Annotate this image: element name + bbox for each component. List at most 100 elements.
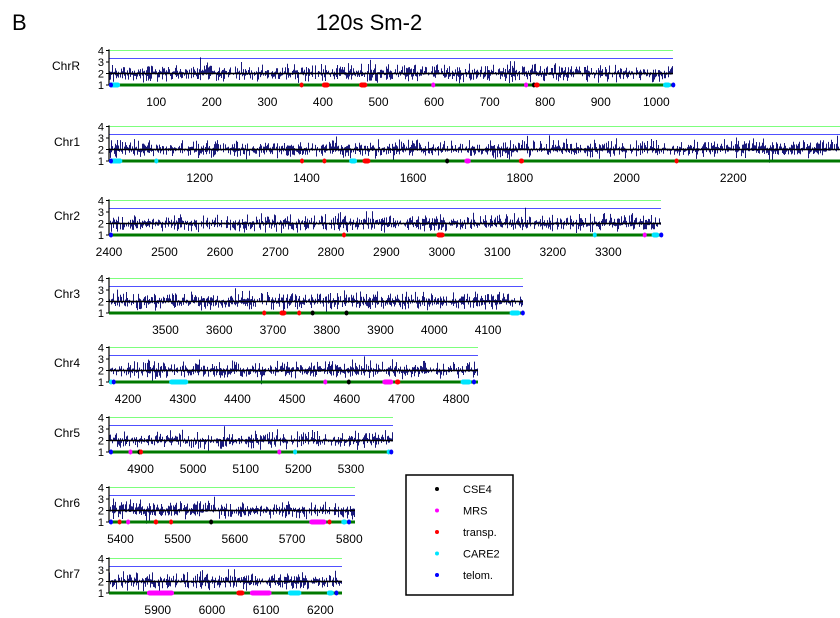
feature-CARE2 <box>293 449 298 455</box>
chromosome-label: Chr5 <box>54 426 80 440</box>
feature-telom <box>471 379 476 385</box>
feature-MRS <box>126 519 131 525</box>
x-tick-label: 4000 <box>421 323 448 337</box>
x-tick-label: 1600 <box>400 171 427 185</box>
feature-CARE2 <box>287 590 302 596</box>
y-tick-label: 4 <box>98 483 104 495</box>
x-tick-label: 5300 <box>338 462 365 476</box>
panel-letter: B <box>12 10 27 35</box>
feature-CARE2 <box>460 379 472 385</box>
feature-transp <box>362 158 371 164</box>
feature-transp <box>153 519 159 525</box>
x-tick-label: 100 <box>146 95 166 109</box>
feature-MRS <box>382 379 394 385</box>
x-tick-label: 2500 <box>151 245 178 259</box>
x-tick-label: 4400 <box>224 392 251 406</box>
feature-MRS <box>431 82 436 88</box>
legend-label: CARE2 <box>463 549 500 561</box>
x-tick-label: 300 <box>257 95 277 109</box>
y-tick-label: 3 <box>98 424 104 436</box>
x-tick-label: 200 <box>202 95 222 109</box>
feature-CARE2 <box>509 310 521 316</box>
feature-CARE2 <box>592 232 597 238</box>
y-tick-label: 1 <box>98 230 104 242</box>
legend-label: CSE4 <box>463 484 492 496</box>
feature-CARE2 <box>326 590 334 596</box>
feature-telom <box>334 590 339 596</box>
legend-marker <box>435 508 439 513</box>
feature-transp <box>394 379 401 385</box>
feature-telom <box>109 519 113 525</box>
feature-transp <box>236 590 245 596</box>
chromosome-label: Chr7 <box>54 567 80 581</box>
feature-CSE4 <box>209 519 214 525</box>
y-tick-label: 1 <box>98 80 104 92</box>
feature-telom <box>659 232 664 238</box>
x-tick-label: 1400 <box>293 171 320 185</box>
x-tick-label: 4300 <box>169 392 196 406</box>
y-tick-label: 1 <box>98 517 104 529</box>
feature-MRS <box>277 449 282 455</box>
x-tick-label: 900 <box>591 95 611 109</box>
y-tick-label: 2 <box>98 69 104 81</box>
x-tick-label: 4700 <box>388 392 415 406</box>
copy-number-signal <box>109 57 673 84</box>
feature-CARE2 <box>651 232 660 238</box>
x-tick-label: 4800 <box>443 392 470 406</box>
chromosome-label: Chr3 <box>54 287 80 301</box>
feature-transp <box>518 158 525 164</box>
x-tick-label: 2900 <box>373 245 400 259</box>
feature-MRS <box>464 158 471 164</box>
feature-transp <box>534 82 540 88</box>
x-tick-label: 5700 <box>279 532 306 546</box>
x-tick-label: 5200 <box>285 462 312 476</box>
feature-MRS <box>642 232 647 238</box>
legend-marker <box>435 487 439 491</box>
legend-label: MRS <box>463 506 487 518</box>
y-tick-label: 4 <box>98 413 104 425</box>
chromosome-label: Chr1 <box>54 135 80 149</box>
y-tick-label: 1 <box>98 156 104 168</box>
feature-CSE4 <box>445 158 450 164</box>
chromosome-label: Chr2 <box>54 209 80 223</box>
feature-transp <box>674 158 679 164</box>
feature-transp <box>342 232 347 238</box>
y-tick-label: 3 <box>98 565 104 577</box>
feature-transp <box>321 82 330 88</box>
x-tick-label: 4900 <box>127 462 154 476</box>
feature-telom <box>346 519 351 525</box>
y-tick-label: 4 <box>98 196 104 208</box>
feature-telom <box>109 232 113 238</box>
feature-MRS <box>323 379 328 385</box>
feature-CARE2 <box>154 158 159 164</box>
feature-transp <box>279 310 287 316</box>
copy-number-signal <box>109 288 523 313</box>
x-tick-label: 3100 <box>484 245 511 259</box>
feature-CSE4 <box>346 379 351 385</box>
x-tick-label: 3300 <box>595 245 622 259</box>
y-tick-label: 2 <box>98 366 104 378</box>
feature-transp <box>359 82 368 88</box>
x-tick-label: 5100 <box>232 462 259 476</box>
y-tick-label: 4 <box>98 46 104 58</box>
x-tick-label: 6100 <box>253 603 280 617</box>
legend-marker <box>435 573 439 577</box>
feature-telom <box>109 449 113 455</box>
x-tick-label: 3700 <box>260 323 287 337</box>
copy-number-signal <box>109 426 393 452</box>
y-tick-label: 4 <box>98 274 104 286</box>
x-tick-label: 5500 <box>164 532 191 546</box>
legend-marker <box>435 551 439 556</box>
x-tick-label: 1200 <box>186 171 213 185</box>
y-tick-label: 1 <box>98 377 104 389</box>
x-tick-label: 2800 <box>318 245 345 259</box>
y-tick-label: 2 <box>98 506 104 518</box>
feature-CARE2 <box>662 82 671 88</box>
